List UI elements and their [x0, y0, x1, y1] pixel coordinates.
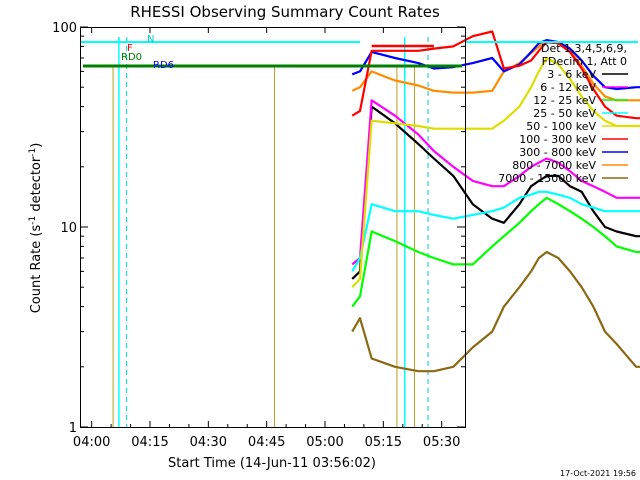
legend-label-8: 7000 - 15000 keV [498, 172, 596, 185]
x-tick-label-6: 05:30 [423, 435, 460, 450]
legend-header-line-1: Det 1,3,4,5,6,9, [541, 42, 627, 55]
legend-label-7: 800 - 7000 keV [512, 159, 596, 172]
series-line-8 [351, 250, 640, 373]
legend-label-1: 6 - 12 keV [540, 81, 596, 94]
legend-label-0: 3 - 6 keV [547, 68, 596, 81]
series-line-4 [351, 56, 640, 288]
x-tick-label-2: 04:30 [190, 435, 227, 450]
annotation-n: N [147, 34, 154, 45]
x-tick-label-3: 04:45 [248, 435, 285, 450]
x-tick-label-1: 04:15 [131, 435, 168, 450]
y-tick-label-1: 10 [60, 221, 77, 236]
legend-label-2: 12 - 25 keV [533, 94, 596, 107]
x-axis: 04:00 04:15 04:30 04:45 05:00 05:15 05:30 [73, 27, 460, 450]
y-axis: 1 10 100 [52, 21, 465, 436]
plot-frame [80, 27, 466, 428]
series-line-2 [351, 196, 640, 308]
annotation-rd6: RD6 [153, 60, 174, 71]
legend-label-4: 50 - 100 keV [526, 120, 596, 133]
legend-header-line-2: FDecim 1, Att 0 [542, 55, 627, 68]
series-line-5 [351, 30, 640, 120]
y-tick-label-2: 100 [52, 21, 77, 36]
x-axis-label: Start Time (14-Jun-11 03:56:02) [168, 456, 376, 471]
annotation-f: F [127, 43, 133, 54]
x-tick-label-4: 05:00 [306, 435, 343, 450]
y-tick-label-0: 1 [69, 421, 77, 436]
series-line-3 [351, 190, 640, 272]
annotation-rd0: RD0 [121, 52, 142, 63]
x-tick-label-5: 05:15 [365, 435, 402, 450]
x-tick-label-0: 04:00 [73, 435, 110, 450]
series-line-0 [351, 105, 640, 280]
legend: Det 1,3,4,5,6,9, FDecim 1, Att 0 3 - 6 k… [498, 42, 628, 185]
legend-label-3: 25 - 50 keV [533, 107, 596, 120]
legend-label-6: 300 - 800 keV [519, 146, 596, 159]
chart-title: RHESSI Observing Summary Count Rates [130, 3, 440, 21]
legend-label-5: 100 - 300 keV [519, 133, 596, 146]
y-axis-label: Count Rate (s-1 detector-1) [28, 143, 44, 314]
footer-timestamp: 17-Oct-2021 19:56 [560, 469, 636, 478]
series-line-6 [351, 38, 640, 91]
